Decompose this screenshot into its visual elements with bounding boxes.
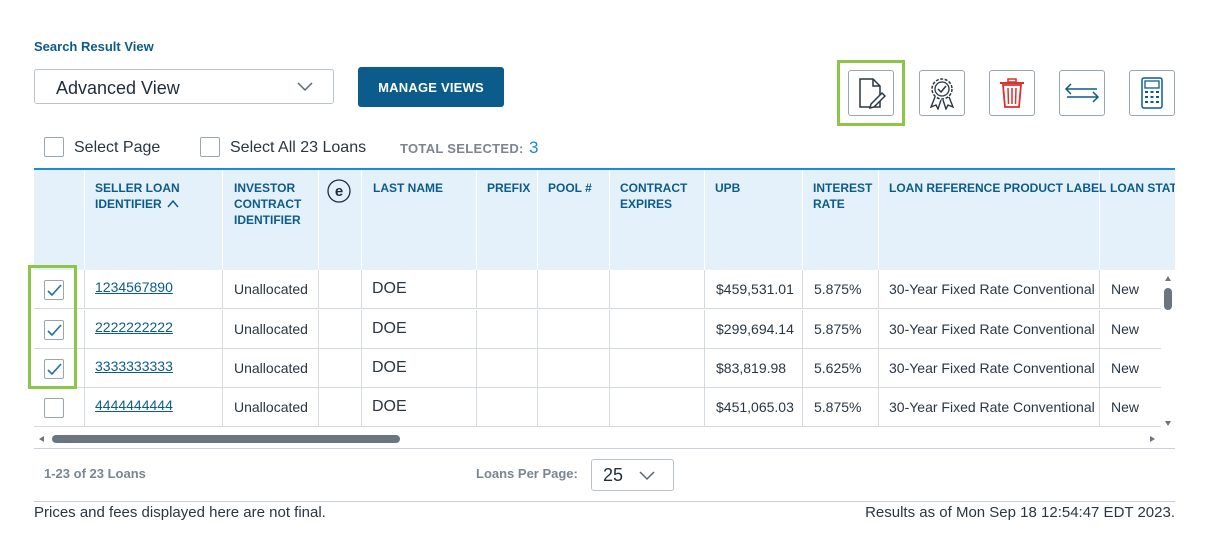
col-pool[interactable]: POOL # bbox=[548, 181, 592, 195]
rate-cell: 5.875% bbox=[814, 399, 862, 415]
rate-cell: 5.625% bbox=[814, 360, 862, 376]
certificate-icon bbox=[929, 78, 955, 110]
table-header: SELLER LOAN IDENTIFIER INVESTOR CONTRACT… bbox=[34, 170, 1175, 270]
row-checkbox[interactable] bbox=[44, 280, 64, 300]
table-row: 2222222222 Unallocated DOE $299,694.14 5… bbox=[34, 310, 1161, 349]
divider bbox=[34, 501, 1175, 502]
loan-id-link[interactable]: 3333333333 bbox=[95, 358, 173, 374]
view-select-value: Advanced View bbox=[56, 78, 180, 98]
investor-cell: Unallocated bbox=[234, 399, 308, 415]
vertical-scroll-thumb[interactable] bbox=[1164, 288, 1172, 310]
upb-cell: $451,065.03 bbox=[716, 399, 794, 415]
manage-views-button[interactable]: MANAGE VIEWS bbox=[358, 67, 504, 107]
col-upb[interactable]: UPB bbox=[715, 181, 741, 195]
select-all-checkbox[interactable] bbox=[200, 137, 220, 157]
last-name-cell: DOE bbox=[372, 398, 407, 415]
table-row: 1234567890 Unallocated DOE $459,531.01 5… bbox=[34, 270, 1161, 309]
horizontal-scrollbar[interactable] bbox=[34, 431, 1161, 445]
col-loan-status[interactable]: LOAN STATU bbox=[1110, 181, 1175, 195]
per-page-select[interactable]: 25 bbox=[591, 459, 674, 491]
check-icon bbox=[47, 363, 62, 376]
view-select[interactable]: Advanced View bbox=[34, 69, 334, 104]
upb-cell: $83,819.98 bbox=[716, 360, 787, 376]
last-name-cell: DOE bbox=[372, 280, 407, 297]
edit-document-icon bbox=[859, 78, 886, 109]
row-checkbox[interactable] bbox=[44, 320, 64, 340]
investor-cell: Unallocated bbox=[234, 360, 308, 376]
upb-cell: $299,694.14 bbox=[716, 321, 794, 337]
product-cell: 30-Year Fixed Rate Conventional bbox=[889, 281, 1095, 297]
checkbox-highlight bbox=[28, 265, 77, 389]
chevron-down-icon bbox=[639, 471, 655, 481]
check-icon bbox=[47, 324, 62, 337]
investor-cell: Unallocated bbox=[234, 321, 308, 337]
tool-highlight bbox=[837, 60, 905, 126]
status-cell: New bbox=[1111, 399, 1140, 415]
certificate-button[interactable] bbox=[919, 70, 965, 116]
select-page-checkbox[interactable] bbox=[44, 137, 64, 157]
vertical-scrollbar[interactable] bbox=[1161, 270, 1175, 428]
loan-id-link[interactable]: 1234567890 bbox=[95, 279, 173, 295]
results-timestamp: Results as of Mon Sep 18 12:54:47 EDT 20… bbox=[865, 504, 1175, 521]
last-name-cell: DOE bbox=[372, 359, 407, 376]
sort-ascending-icon bbox=[167, 199, 179, 208]
scroll-left-icon[interactable] bbox=[36, 432, 46, 446]
per-page-value: 25 bbox=[603, 465, 624, 485]
transfer-arrows-icon bbox=[1064, 83, 1100, 103]
check-icon bbox=[47, 284, 62, 297]
status-cell: New bbox=[1111, 281, 1140, 297]
transfer-button[interactable] bbox=[1059, 70, 1105, 116]
table-row: 3333333333 Unallocated DOE $83,819.98 5.… bbox=[34, 349, 1161, 388]
status-cell: New bbox=[1111, 321, 1140, 337]
rate-cell: 5.875% bbox=[814, 321, 862, 337]
scroll-down-icon[interactable] bbox=[1161, 418, 1175, 428]
loan-id-link[interactable]: 4444444444 bbox=[95, 397, 173, 413]
col-last-name[interactable]: LAST NAME bbox=[373, 181, 443, 195]
product-cell: 30-Year Fixed Rate Conventional bbox=[889, 321, 1095, 337]
loan-count: 1-23 of 23 Loans bbox=[44, 466, 146, 481]
col-contract-expires[interactable]: CONTRACT EXPIRES bbox=[620, 181, 688, 211]
row-checkbox[interactable] bbox=[44, 359, 64, 379]
select-all-label: Select All 23 Loans bbox=[230, 139, 367, 156]
col-product-label[interactable]: LOAN REFERENCE PRODUCT LABEL bbox=[889, 181, 1107, 195]
calculator-button[interactable] bbox=[1129, 70, 1175, 116]
col-seller-loan-identifier[interactable]: SELLER LOAN IDENTIFIER bbox=[95, 181, 180, 211]
col-interest-rate[interactable]: INTEREST RATE bbox=[813, 181, 873, 211]
col-investor-contract-identifier[interactable]: INVESTOR CONTRACT IDENTIFIER bbox=[234, 181, 302, 227]
delete-button[interactable] bbox=[989, 70, 1035, 116]
edit-document-button[interactable] bbox=[848, 70, 894, 116]
select-page-label: Select Page bbox=[74, 139, 161, 156]
total-selected-label: TOTAL SELECTED: bbox=[400, 141, 524, 156]
table-top-rule bbox=[34, 168, 1175, 170]
col-prefix[interactable]: PREFIX bbox=[487, 181, 531, 195]
loan-id-link[interactable]: 2222222222 bbox=[95, 319, 173, 335]
divider bbox=[34, 448, 1175, 449]
product-cell: 30-Year Fixed Rate Conventional bbox=[889, 360, 1095, 376]
trash-icon bbox=[1000, 78, 1024, 108]
last-name-cell: DOE bbox=[372, 320, 407, 337]
upb-cell: $459,531.01 bbox=[716, 281, 794, 297]
status-cell: New bbox=[1111, 360, 1140, 376]
e-circle-icon: e bbox=[327, 179, 351, 203]
chevron-down-icon bbox=[297, 82, 313, 92]
scroll-up-icon[interactable] bbox=[1161, 274, 1175, 284]
horizontal-scroll-thumb[interactable] bbox=[52, 435, 400, 443]
col-e-icon[interactable]: e bbox=[327, 179, 351, 207]
investor-cell: Unallocated bbox=[234, 281, 308, 297]
rate-cell: 5.875% bbox=[814, 281, 862, 297]
calculator-icon bbox=[1141, 77, 1163, 109]
row-checkbox[interactable] bbox=[44, 398, 64, 418]
product-cell: 30-Year Fixed Rate Conventional bbox=[889, 399, 1095, 415]
per-page-label: Loans Per Page: bbox=[476, 466, 578, 481]
section-title: Search Result View bbox=[34, 39, 154, 54]
scroll-right-icon[interactable] bbox=[1148, 432, 1158, 446]
table-row: 4444444444 Unallocated DOE $451,065.03 5… bbox=[34, 388, 1161, 427]
total-selected-value: 3 bbox=[529, 138, 539, 157]
svg-text:e: e bbox=[335, 183, 343, 200]
disclaimer-text: Prices and fees displayed here are not f… bbox=[34, 504, 326, 521]
